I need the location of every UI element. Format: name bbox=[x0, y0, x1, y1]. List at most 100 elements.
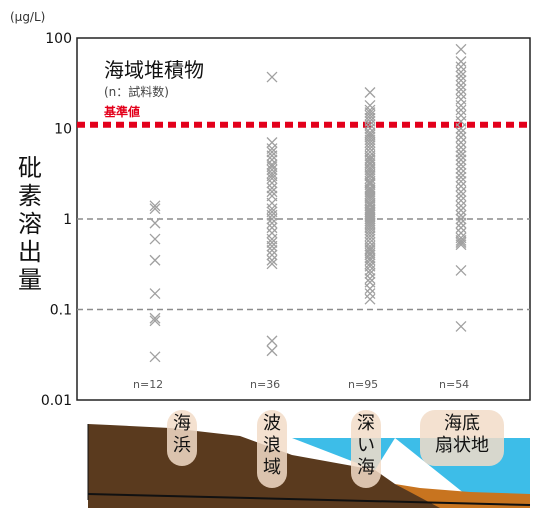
data-point bbox=[455, 43, 467, 55]
data-point bbox=[455, 150, 467, 162]
marker-layer bbox=[149, 43, 467, 363]
data-point bbox=[266, 150, 278, 162]
data-point bbox=[455, 99, 467, 111]
data-point bbox=[364, 195, 376, 206]
data-point bbox=[266, 71, 278, 83]
unit-label: (μg/L) bbox=[10, 10, 45, 24]
data-point bbox=[266, 244, 278, 256]
data-point bbox=[266, 177, 278, 189]
data-point bbox=[455, 234, 467, 246]
category-label-line: 浪 bbox=[263, 435, 281, 456]
data-point bbox=[149, 312, 161, 324]
data-point bbox=[455, 74, 467, 86]
data-point bbox=[149, 288, 161, 300]
data-point bbox=[266, 197, 278, 209]
category-label-line: 海 bbox=[357, 457, 375, 478]
threshold-label: 基準値 bbox=[103, 104, 140, 119]
data-point bbox=[455, 159, 467, 170]
threshold-layer: 基準値 bbox=[77, 104, 530, 128]
data-point bbox=[266, 173, 278, 184]
y-tick-label: 0.01 bbox=[41, 393, 72, 409]
data-point bbox=[455, 146, 467, 158]
y-axis-title-char: 溶 bbox=[18, 210, 42, 238]
data-point bbox=[455, 70, 467, 82]
y-tick-label: 0.1 bbox=[50, 303, 72, 319]
data-point bbox=[364, 268, 376, 279]
category-label-line: 海底 bbox=[444, 413, 480, 434]
data-point bbox=[266, 209, 278, 221]
y-tick-labels: 100 10 1 0.1 0.01 bbox=[41, 31, 72, 409]
data-point bbox=[266, 222, 278, 234]
data-point bbox=[364, 107, 376, 119]
y-tick-label: 100 bbox=[45, 31, 72, 47]
data-point bbox=[455, 320, 467, 332]
data-point bbox=[455, 190, 467, 202]
data-point bbox=[455, 123, 467, 134]
data-point bbox=[455, 180, 467, 192]
data-point bbox=[149, 203, 161, 215]
data-point bbox=[364, 265, 376, 276]
data-point bbox=[455, 239, 467, 251]
data-point bbox=[266, 137, 278, 148]
data-point bbox=[149, 233, 161, 245]
data-point bbox=[455, 200, 467, 212]
data-point bbox=[266, 159, 278, 170]
data-point bbox=[266, 213, 278, 225]
data-point bbox=[266, 237, 278, 248]
data-point bbox=[364, 104, 376, 116]
data-point bbox=[266, 146, 278, 158]
data-point bbox=[364, 119, 376, 131]
data-point bbox=[455, 217, 467, 229]
y-axis-title-char: 素 bbox=[18, 182, 42, 210]
data-point bbox=[266, 249, 278, 261]
category-label-line: 波 bbox=[263, 413, 281, 434]
data-point bbox=[455, 104, 467, 116]
category-label-line: 海 bbox=[173, 413, 191, 434]
data-point bbox=[266, 186, 278, 198]
data-point bbox=[364, 293, 376, 305]
data-point bbox=[455, 56, 467, 67]
data-point bbox=[364, 249, 376, 261]
count-label: n=54 bbox=[439, 378, 469, 391]
data-point bbox=[455, 93, 467, 105]
data-point bbox=[149, 351, 161, 363]
y-axis-title-char: 量 bbox=[18, 266, 42, 294]
data-point bbox=[455, 209, 467, 221]
data-point bbox=[149, 315, 161, 327]
data-point bbox=[455, 195, 467, 206]
data-point bbox=[266, 167, 278, 179]
category-label-line: 浜 bbox=[173, 435, 191, 456]
base-line bbox=[87, 493, 531, 506]
count-label: n=36 bbox=[250, 378, 280, 391]
ground-layer bbox=[88, 424, 530, 508]
y-tick-label: 1 bbox=[63, 212, 72, 228]
data-point bbox=[455, 66, 467, 78]
data-point bbox=[266, 227, 278, 239]
data-point bbox=[266, 258, 278, 270]
category-bubble bbox=[420, 410, 504, 466]
y-tick-label: 10 bbox=[54, 122, 72, 138]
data-point bbox=[364, 134, 376, 146]
data-point bbox=[455, 175, 467, 187]
data-point bbox=[364, 131, 376, 143]
data-point bbox=[149, 217, 161, 229]
data-point bbox=[455, 84, 467, 95]
data-point bbox=[455, 222, 467, 234]
data-point bbox=[266, 240, 278, 252]
data-point bbox=[455, 186, 467, 198]
data-point bbox=[266, 254, 278, 266]
category-label-line: い bbox=[357, 435, 375, 456]
category-label-line: 域 bbox=[263, 457, 281, 478]
data-point bbox=[455, 163, 467, 175]
y-axis-title-char: 出 bbox=[18, 238, 42, 266]
data-point bbox=[364, 164, 376, 176]
data-point bbox=[455, 167, 467, 179]
data-point bbox=[364, 288, 376, 300]
data-point bbox=[455, 154, 467, 166]
data-point bbox=[364, 273, 376, 284]
data-point bbox=[455, 88, 467, 100]
data-point bbox=[455, 213, 467, 225]
